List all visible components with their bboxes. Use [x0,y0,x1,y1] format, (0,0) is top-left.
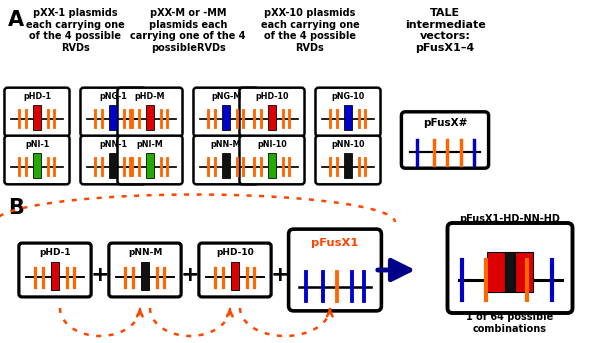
FancyBboxPatch shape [193,136,259,184]
Text: pNN-10: pNN-10 [331,140,365,149]
Text: pXX-10 plasmids
each carrying one
of the 4 possible
RVDs: pXX-10 plasmids each carrying one of the… [260,8,359,53]
FancyBboxPatch shape [80,88,146,136]
Text: B: B [8,198,24,218]
FancyBboxPatch shape [199,243,271,297]
FancyBboxPatch shape [109,243,181,297]
Text: pHD-M: pHD-M [135,92,165,101]
Text: pNG-M: pNG-M [211,92,241,101]
FancyBboxPatch shape [80,136,146,184]
Text: pFusX1: pFusX1 [311,238,359,248]
Text: pNG-1: pNG-1 [99,92,127,101]
Text: pNI-1: pNI-1 [25,140,49,149]
Bar [223,105,230,130]
Text: pFusX1-HD-NN-HD: pFusX1-HD-NN-HD [460,214,560,224]
FancyBboxPatch shape [401,112,488,168]
Text: +: + [91,265,109,285]
Bar [268,153,275,178]
Text: pHD-1: pHD-1 [23,92,51,101]
Bar [34,105,41,130]
Bar [223,153,230,178]
Text: TALE
intermediate
vectors:
pFusX1–4: TALE intermediate vectors: pFusX1–4 [404,8,485,53]
Bar [34,153,41,178]
FancyBboxPatch shape [289,229,382,311]
Bar [231,262,239,290]
FancyBboxPatch shape [316,88,380,136]
FancyBboxPatch shape [4,136,70,184]
Text: pHD-1: pHD-1 [39,248,71,257]
Text: pNN-1: pNN-1 [99,140,127,149]
Text: pNN-M: pNN-M [128,248,162,257]
Text: pNG-10: pNG-10 [331,92,365,101]
Text: pHD-10: pHD-10 [255,92,289,101]
FancyBboxPatch shape [193,88,259,136]
Bar [487,252,505,292]
FancyBboxPatch shape [239,88,305,136]
Text: +: + [181,265,199,285]
FancyBboxPatch shape [118,136,182,184]
Bar [109,105,116,130]
Bar [268,105,275,130]
Text: pHD-10: pHD-10 [216,248,254,257]
Bar [51,262,59,290]
Text: pXX-1 plasmids
each carrying one
of the 4 possible
RVDs: pXX-1 plasmids each carrying one of the … [26,8,124,53]
Bar [141,262,149,290]
Text: pFusX#: pFusX# [423,118,467,128]
FancyBboxPatch shape [118,88,182,136]
Bar [344,105,352,130]
FancyBboxPatch shape [448,223,572,313]
Text: pXX-M or -MM
plasmids each
carrying one of the 4
possibleRVDs: pXX-M or -MM plasmids each carrying one … [130,8,246,53]
Text: pNI-10: pNI-10 [257,140,287,149]
FancyBboxPatch shape [19,243,91,297]
FancyBboxPatch shape [316,136,380,184]
Bar [109,153,116,178]
Bar [515,252,533,292]
Bar [505,252,515,292]
Bar [344,153,352,178]
Bar [146,105,154,130]
Text: A: A [8,10,24,30]
Text: pNN-M: pNN-M [211,140,241,149]
Text: 1 of 64 possible
combinations: 1 of 64 possible combinations [466,312,554,334]
Bar [146,153,154,178]
Text: pNI-M: pNI-M [137,140,163,149]
FancyBboxPatch shape [239,136,305,184]
Text: +: + [271,265,289,285]
FancyBboxPatch shape [4,88,70,136]
